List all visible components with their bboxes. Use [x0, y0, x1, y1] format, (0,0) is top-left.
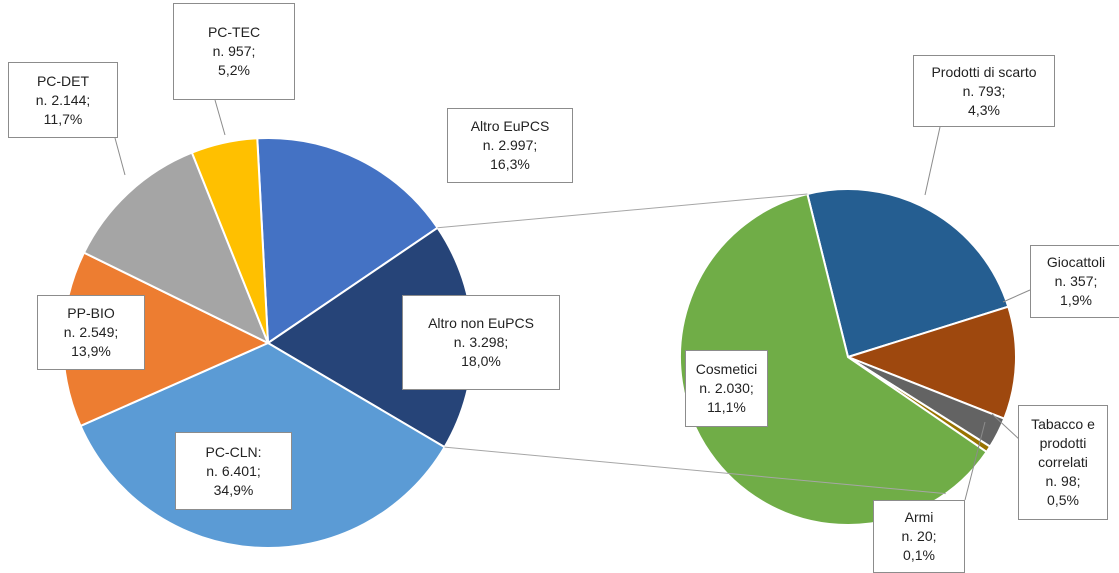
leader-line: [964, 421, 986, 501]
label-name: Prodotti di scarto: [931, 63, 1037, 80]
pie-slice: [845, 305, 1017, 420]
label-count: n. 2.030;: [699, 380, 754, 396]
label-count: n. 20;: [901, 528, 937, 544]
label-name: Tabacco e prodotti correlati: [1031, 416, 1095, 470]
label-count: n. 2.997;: [482, 137, 538, 153]
label-count: n. 2.144;: [35, 91, 91, 108]
data-label: PC-DET n. 2.144; 11,7%: [8, 62, 118, 138]
label-count: n. 793;: [962, 82, 1006, 99]
label-count: n. 957;: [212, 43, 256, 59]
label-percent: 0,5%: [1047, 492, 1079, 508]
data-label: PC-TEC n. 957; 5,2%: [173, 3, 295, 100]
label-name: PC-TEC: [207, 24, 261, 40]
pie-slice: [806, 188, 1010, 359]
leader-line: [1002, 289, 1031, 303]
label-percent: 16,3%: [490, 156, 530, 172]
label-name: PC-DET: [36, 72, 90, 89]
leader-line: [214, 99, 226, 136]
label-percent: 13,9%: [71, 343, 111, 359]
label-count: n. 6.401;: [206, 462, 261, 479]
label-name: Altro non EuPCS: [428, 315, 534, 331]
data-label: Tabacco e prodotti correlati n. 98; 0,5%: [1018, 405, 1108, 520]
label-name: Altro EuPCS: [470, 118, 550, 134]
leader-line: [114, 137, 126, 176]
pie-slice: [256, 137, 439, 345]
label-percent: 18,0%: [461, 353, 501, 369]
connector-line: [437, 193, 808, 229]
label-count: n. 3.298;: [453, 334, 509, 350]
label-name: PP-BIO: [67, 305, 115, 321]
label-percent: 11,7%: [43, 110, 83, 127]
leader-line: [991, 413, 1021, 441]
pie-slice: [82, 151, 270, 346]
data-label: Altro EuPCS n. 2.997; 16,3%: [447, 108, 573, 183]
data-label: Armi n. 20; 0,1%: [873, 500, 965, 573]
pie-slice: [190, 137, 269, 344]
data-label: PC-CLN: n. 6.401; 34,9%: [175, 432, 292, 510]
label-count: n. 357;: [1054, 273, 1098, 289]
leader-line: [924, 126, 941, 196]
label-name: Armi: [904, 509, 934, 525]
label-name: Giocattoli: [1046, 254, 1106, 270]
label-percent: 34,9%: [213, 481, 254, 498]
connector-line: [444, 446, 946, 495]
data-label: PP-BIO n. 2.549; 13,9%: [37, 295, 145, 370]
label-count: n. 98;: [1045, 473, 1081, 489]
label-percent: 4,3%: [968, 101, 1000, 118]
label-percent: 0,1%: [903, 547, 935, 563]
label-count: n. 2.549;: [63, 324, 119, 340]
label-name: Cosmetici: [695, 361, 758, 377]
label-percent: 5,2%: [218, 62, 250, 78]
data-label: Cosmetici n. 2.030; 11,1%: [685, 350, 768, 427]
label-name: PC-CLN:: [205, 443, 262, 460]
label-percent: 11,1%: [707, 399, 746, 415]
data-label: Prodotti di scarto n. 793; 4,3%: [913, 55, 1055, 127]
data-label: Altro non EuPCS n. 3.298; 18,0%: [402, 295, 560, 390]
data-label: Giocattoli n. 357; 1,9%: [1030, 245, 1119, 318]
label-percent: 1,9%: [1060, 292, 1092, 308]
